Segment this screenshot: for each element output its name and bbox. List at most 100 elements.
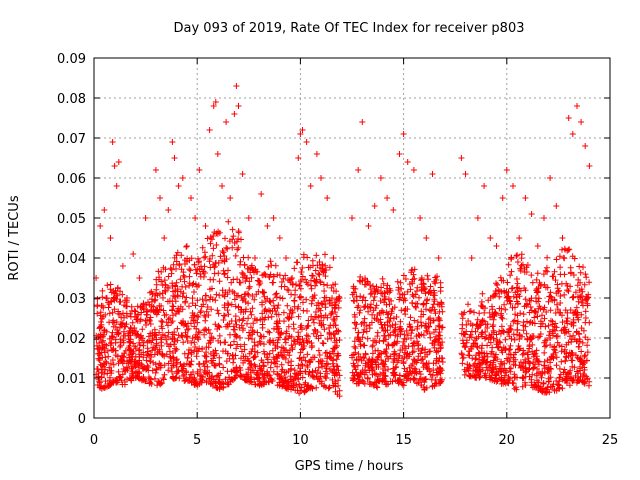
data-point <box>535 387 542 394</box>
data-point <box>116 373 123 380</box>
data-point <box>213 242 220 248</box>
peak-point <box>553 203 560 209</box>
data-point <box>278 373 285 379</box>
data-point <box>132 361 139 368</box>
data-point <box>463 339 470 346</box>
data-point <box>401 295 408 302</box>
data-point <box>531 314 538 321</box>
peak-point <box>219 183 225 189</box>
data-point <box>299 336 306 342</box>
data-point <box>245 300 252 307</box>
data-point <box>237 334 243 341</box>
data-point <box>359 377 366 384</box>
data-point <box>190 312 197 319</box>
data-point <box>310 262 316 269</box>
peak-point <box>510 183 516 189</box>
data-point <box>170 261 177 268</box>
data-point <box>245 357 252 364</box>
data-point <box>577 279 584 286</box>
peak-point <box>429 171 436 177</box>
data-point <box>281 347 288 354</box>
data-point <box>284 302 291 309</box>
peak-point <box>307 183 314 189</box>
data-point <box>284 349 291 356</box>
data-point <box>230 276 237 283</box>
data-point <box>183 294 190 301</box>
data-point <box>126 343 133 349</box>
data-point <box>371 379 378 386</box>
data-point <box>402 276 409 282</box>
data-point <box>173 370 180 377</box>
data-point <box>546 370 552 376</box>
data-point <box>501 372 508 379</box>
data-point <box>385 332 392 339</box>
data-point <box>186 266 193 273</box>
peak-point <box>493 243 500 249</box>
data-point <box>232 252 239 259</box>
data-point <box>411 275 418 282</box>
data-point <box>410 348 417 355</box>
data-point <box>569 363 576 370</box>
data-point <box>467 331 474 338</box>
data-point <box>169 280 176 287</box>
peak-point <box>212 99 219 105</box>
data-point <box>422 290 429 297</box>
data-point <box>294 259 301 266</box>
data-point <box>332 380 339 387</box>
data-point <box>312 267 319 274</box>
data-point <box>267 271 274 278</box>
data-point <box>108 289 115 296</box>
data-point <box>280 309 287 316</box>
data-point <box>496 365 503 372</box>
data-point <box>331 366 338 373</box>
data-point <box>216 361 223 368</box>
data-point <box>102 366 109 373</box>
data-point <box>169 303 176 310</box>
data-point <box>507 342 514 349</box>
data-point <box>117 321 124 328</box>
data-point <box>311 326 318 333</box>
data-point <box>546 293 553 300</box>
data-point <box>496 293 503 300</box>
data-point <box>319 340 326 346</box>
peak-point <box>578 119 585 125</box>
data-point <box>265 328 271 335</box>
data-point <box>548 366 555 372</box>
data-point <box>147 289 154 296</box>
data-point <box>220 312 227 319</box>
data-point <box>188 339 195 346</box>
data-point <box>575 316 582 323</box>
data-point <box>535 298 542 305</box>
data-point <box>212 321 219 328</box>
data-point <box>144 308 151 315</box>
data-point <box>514 318 521 325</box>
data-point <box>240 353 247 360</box>
data-point <box>300 299 306 306</box>
data-point <box>582 315 589 321</box>
data-point <box>144 362 151 369</box>
data-point <box>355 335 362 342</box>
data-point <box>158 318 165 324</box>
data-point <box>542 267 549 274</box>
data-point <box>547 356 554 363</box>
data-point <box>288 276 295 283</box>
data-point <box>484 342 491 349</box>
data-point <box>493 331 500 338</box>
data-point <box>475 323 482 330</box>
data-point <box>197 366 204 373</box>
data-point <box>146 380 153 387</box>
data-point <box>438 299 445 306</box>
data-point <box>154 350 161 356</box>
data-point <box>216 384 223 391</box>
data-point <box>429 383 436 389</box>
data-point <box>558 348 565 355</box>
data-point <box>274 363 281 370</box>
data-point <box>403 327 410 334</box>
data-point <box>439 308 446 315</box>
data-point <box>231 338 237 345</box>
data-point <box>318 317 325 324</box>
data-point <box>117 298 124 305</box>
data-point <box>320 269 327 276</box>
data-point <box>326 329 333 336</box>
data-point <box>118 377 125 384</box>
